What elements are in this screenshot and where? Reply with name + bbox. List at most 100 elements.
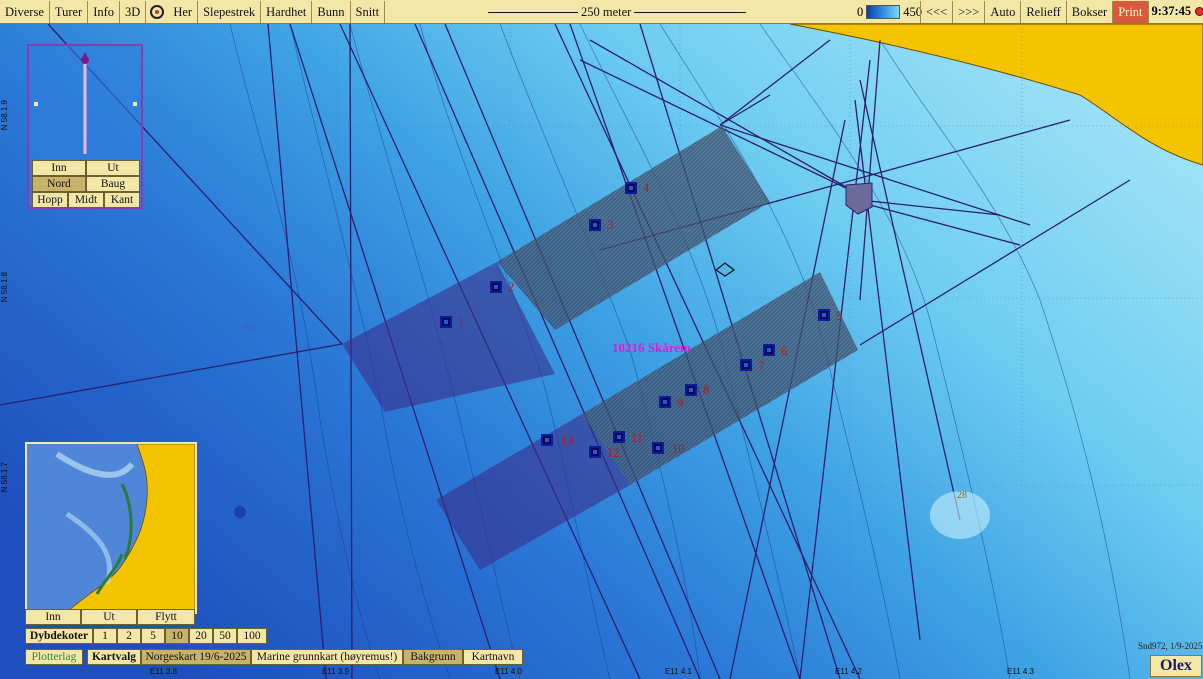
contour-option[interactable]: 2 bbox=[117, 628, 141, 644]
boxes-button[interactable]: Bokser bbox=[1067, 0, 1114, 23]
station-label: 11 bbox=[631, 431, 644, 445]
menu-slepestrek[interactable]: Slepestrek bbox=[198, 0, 262, 23]
compass-needle-icon[interactable] bbox=[29, 46, 141, 156]
lon-label: E11 4.3 bbox=[1007, 667, 1034, 676]
menu-hardhet[interactable]: Hardhet bbox=[261, 0, 313, 23]
station-label: 7 bbox=[758, 359, 765, 373]
station-marker[interactable] bbox=[625, 182, 637, 194]
chart-option-marine[interactable]: Marine grunnkart (høyremus!) bbox=[251, 649, 403, 665]
lat-label: N 58.1.9 bbox=[0, 100, 9, 131]
marker-label: 28 bbox=[957, 490, 967, 501]
lon-label: E11 4.2 bbox=[835, 667, 862, 676]
station-marker[interactable] bbox=[490, 281, 502, 293]
platform-marker bbox=[845, 182, 873, 215]
plotter-layer-button[interactable]: Plotterlag bbox=[25, 649, 83, 665]
gps-status-icon bbox=[1195, 7, 1203, 16]
survey-box-a bbox=[342, 262, 555, 412]
contour-option[interactable]: 1 bbox=[93, 628, 117, 644]
lon-label: E11 3.8 bbox=[150, 667, 177, 676]
lat-lon-grid bbox=[0, 24, 1203, 670]
station-marker[interactable] bbox=[440, 316, 452, 328]
station-label: 12 bbox=[607, 446, 620, 460]
station-marker[interactable] bbox=[589, 219, 601, 231]
depth-contour-label: Dybdekoter bbox=[25, 628, 93, 644]
contour-option[interactable]: 20 bbox=[189, 628, 213, 644]
lon-label: E11 4.1 bbox=[665, 667, 692, 676]
lon-label: E11 4.0 bbox=[495, 667, 522, 676]
station-marker[interactable] bbox=[763, 344, 775, 356]
station-label: 2 bbox=[508, 280, 515, 294]
depth-contour-selector: Dybdekoter 1 2 5 10 20 50 100 bbox=[25, 628, 267, 644]
station-marker[interactable] bbox=[652, 442, 664, 454]
station-label: 4 bbox=[643, 181, 650, 195]
menu-3d[interactable]: 3D bbox=[120, 0, 147, 23]
depth-min: 0 bbox=[857, 4, 864, 19]
minimap-move-button[interactable]: Flytt bbox=[137, 609, 195, 625]
station-label: 13 bbox=[561, 434, 574, 448]
lat-label: N 58.1.8 bbox=[0, 272, 9, 303]
minimap-zoom-in-button[interactable]: Inn bbox=[25, 609, 81, 625]
menu-turer[interactable]: Turer bbox=[50, 0, 89, 23]
jump-button[interactable]: Hopp bbox=[32, 192, 68, 208]
menu-bunn[interactable]: Bunn bbox=[312, 0, 351, 23]
station-label: 10 bbox=[672, 442, 685, 456]
next-button[interactable]: >>> bbox=[953, 0, 986, 23]
menu-snitt[interactable]: Snitt bbox=[351, 0, 386, 23]
depth-gradient bbox=[866, 5, 901, 19]
menu-info[interactable]: Info bbox=[88, 0, 121, 23]
north-up-button[interactable]: Nord bbox=[32, 176, 86, 192]
station-label: 8 bbox=[703, 383, 710, 397]
chart-select-label: Kartvalg bbox=[87, 649, 141, 665]
right-toolbar: <<< >>> Auto Relieff Bokser Print 9:37:4… bbox=[920, 0, 1203, 23]
edge-button[interactable]: Kant bbox=[104, 192, 140, 208]
waypoint-diamond bbox=[714, 262, 736, 277]
shoal-area bbox=[930, 491, 990, 539]
gps-target-icon[interactable] bbox=[150, 4, 165, 19]
contour-option[interactable]: 50 bbox=[213, 628, 237, 644]
print-button[interactable]: Print bbox=[1113, 0, 1149, 23]
overview-minimap[interactable] bbox=[25, 442, 197, 614]
prev-button[interactable]: <<< bbox=[920, 0, 954, 23]
sea-depth-shading bbox=[0, 24, 1203, 679]
site-name: 10216 Skårem bbox=[612, 340, 691, 355]
depth-spot bbox=[234, 506, 246, 518]
station-label: 5 bbox=[836, 309, 843, 323]
station-marker[interactable] bbox=[685, 384, 697, 396]
depth-spot-label: 195 bbox=[242, 322, 256, 332]
depth-max: 450 bbox=[903, 4, 922, 19]
menu-her[interactable]: Her bbox=[168, 0, 199, 23]
station-marker[interactable] bbox=[541, 434, 553, 446]
station-marker[interactable] bbox=[740, 359, 752, 371]
navigation-panel: Inn Ut Nord Baug Hopp Midt Kant bbox=[27, 44, 143, 209]
station-marker[interactable] bbox=[589, 446, 601, 458]
contour-option[interactable]: 10 bbox=[165, 628, 189, 644]
station-label: 6 bbox=[781, 344, 788, 358]
station-label: 1 bbox=[458, 315, 465, 329]
depth-legend[interactable]: 0 450 bbox=[857, 3, 922, 21]
zoom-out-button[interactable]: Ut bbox=[86, 160, 140, 176]
land-area bbox=[789, 23, 1203, 166]
chart-option-background[interactable]: Bakgrunn bbox=[403, 649, 463, 665]
olex-logo[interactable]: Olex bbox=[1150, 655, 1202, 677]
station-marker[interactable] bbox=[818, 309, 830, 321]
bottom-toolbar: Plotterlag Kartvalg Norgeskart 19/6-2025… bbox=[25, 649, 523, 665]
contour-option[interactable]: 5 bbox=[141, 628, 165, 644]
survey-box-d bbox=[436, 414, 630, 570]
auto-button[interactable]: Auto bbox=[985, 0, 1022, 23]
scale-label: 250 meter bbox=[578, 4, 635, 20]
relief-button[interactable]: Relieff bbox=[1021, 0, 1067, 23]
clock: 9:37:45 bbox=[1151, 4, 1192, 18]
station-marker[interactable] bbox=[613, 431, 625, 443]
menu-diverse[interactable]: Diverse bbox=[0, 0, 50, 23]
contour-option[interactable]: 100 bbox=[237, 628, 267, 644]
minimap-zoom-out-button[interactable]: Ut bbox=[81, 609, 137, 625]
scale-bar: 250 meter bbox=[488, 4, 746, 20]
station-marker[interactable] bbox=[659, 396, 671, 408]
survey-box-c bbox=[582, 272, 858, 485]
zoom-in-button[interactable]: Inn bbox=[32, 160, 86, 176]
chart-option-norgeskart[interactable]: Norgeskart 19/6-2025 bbox=[141, 649, 251, 665]
chart-option-names[interactable]: Kartnavn bbox=[463, 649, 523, 665]
center-button[interactable]: Midt bbox=[68, 192, 104, 208]
bow-up-button[interactable]: Baug bbox=[86, 176, 140, 192]
